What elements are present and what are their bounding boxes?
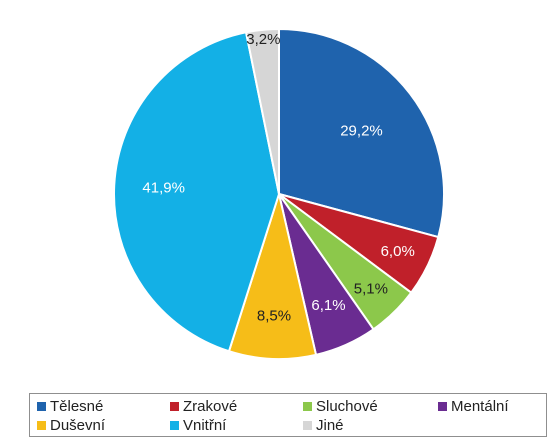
data-label-zrakove: 6,0% [381,243,415,260]
legend-entry-mentalni: Mentální [438,396,509,416]
legend-swatch-zrakove [170,401,179,411]
legend-swatch-telesne [37,401,46,411]
pie-slice-dusevni [228,193,317,360]
legend: Tělesné Zrakové Sluchové Mentální Duševn… [29,393,547,437]
legend-entry-dusevni: Duševní [37,415,105,435]
pie-slice-jine [245,27,280,195]
legend-entry-jine: Jiné [303,415,344,435]
pie-slice-vnitrni [113,31,280,353]
legend-swatch-dusevni [37,420,46,430]
legend-entry-zrakove: Zrakové [170,396,237,416]
pie-slices [113,27,445,360]
legend-swatch-sluchove [303,401,312,411]
data-label-telesne: 29,2% [340,122,383,139]
legend-label-telesne: Tělesné [50,397,104,415]
data-label-mentalni: 6,1% [311,297,345,314]
legend-label-jine: Jiné [316,416,344,434]
data-label-jine: 3,2% [246,31,280,48]
legend-entry-sluchove: Sluchové [303,396,378,416]
legend-swatch-vnitrni [170,420,179,430]
pie-data-labels: 29,2% 6,0% 5,1% 6,1% 8,5% 41,9% 3,2% [142,31,414,324]
legend-swatch-jine [303,420,312,430]
data-label-dusevni: 8,5% [257,308,291,325]
data-label-vnitrni: 41,9% [142,179,185,196]
legend-entry-telesne: Tělesné [37,396,103,416]
legend-label-vnitrni: Vnitřní [183,416,227,434]
legend-label-dusevni: Duševní [50,416,106,434]
pie-slice-telesne [278,28,445,239]
legend-entry-vnitrni: Vnitřní [170,415,226,435]
legend-label-sluchove: Sluchové [316,397,378,415]
legend-label-zrakove: Zrakové [183,397,238,415]
legend-swatch-mentalni [438,401,447,411]
data-label-sluchove: 5,1% [354,280,388,297]
pie-chart: 29,2% 6,0% 5,1% 6,1% 8,5% 41,9% 3,2% [113,27,445,360]
legend-label-mentalni: Mentální [451,397,509,415]
